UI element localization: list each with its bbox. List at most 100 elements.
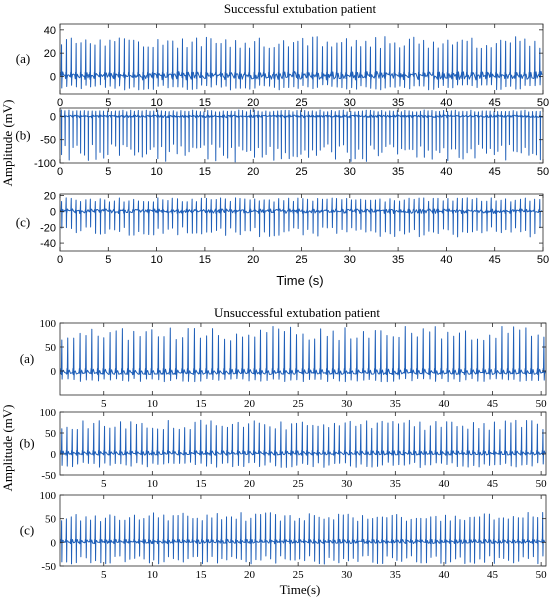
x-tick-label: 40: [438, 478, 450, 490]
panel-3: 0 5 10 15 20 25 30 35 40 45 50 -40 -20 0 20 (c): [16, 191, 549, 266]
y-tick-label: 100: [40, 407, 57, 419]
y-tick-label: 100: [40, 490, 57, 502]
y-tick-label: 100: [40, 318, 57, 330]
x-tick-label: 10: [147, 569, 159, 581]
axes-frame: [59, 23, 544, 95]
x-tick-label: 25: [295, 254, 307, 266]
ecg-signal-line: [60, 109, 543, 163]
ecg-signal-line: [60, 36, 543, 91]
y-tick-label: 0: [50, 72, 56, 84]
x-tick-label: 25: [293, 398, 305, 410]
y-tick-label: 50: [45, 514, 57, 526]
panel-label: (c): [20, 523, 34, 538]
x-tick-label: 0: [57, 97, 63, 109]
panel-5: 5 10 15 20 25 30 35 40 45 50 -50 0 50 100 (b): [19, 407, 547, 490]
bottom-y-axis-label: Amplitude (mV): [0, 404, 15, 491]
panel-label: (a): [16, 51, 30, 66]
bottom-x-axis-label: Time(s): [280, 582, 321, 597]
x-tick-label: 50: [537, 166, 549, 178]
axes-frame: [59, 193, 544, 252]
panel-1: 0 5 10 15 20 25 30 35 40 45 50 0 20 40 (a): [16, 23, 549, 109]
x-tick-label: 0: [57, 254, 63, 266]
x-tick-label: 30: [344, 97, 356, 109]
y-tick-label: 50: [45, 428, 57, 440]
y-tick-label: 50: [45, 342, 57, 354]
x-tick-label: 45: [487, 478, 499, 490]
x-tick-label: 25: [295, 166, 307, 178]
x-tick-label: 40: [440, 166, 452, 178]
x-tick-label: 35: [392, 166, 404, 178]
x-tick-label: 25: [293, 478, 305, 490]
y-tick-label: 0: [51, 537, 57, 549]
x-tick-label: 10: [147, 398, 159, 410]
x-tick-label: 5: [101, 398, 107, 410]
x-tick-label: 20: [244, 398, 256, 410]
y-tick-label: 0: [51, 366, 57, 378]
x-tick-label: 20: [247, 166, 259, 178]
y-tick-label: 0: [51, 449, 57, 461]
y-tick-label: 20: [44, 191, 56, 203]
y-tick-label: -100: [34, 158, 56, 170]
ecg-signal-line: [60, 326, 546, 383]
x-tick-label: 35: [392, 97, 404, 109]
y-tick-label: 20: [44, 48, 56, 60]
panel-4: 5 10 15 20 25 30 35 40 45 50 0 50 100 (a): [20, 318, 547, 410]
x-tick-label: 40: [438, 569, 450, 581]
x-tick-label: 5: [101, 478, 107, 490]
x-tick-label: 10: [150, 166, 162, 178]
top-y-axis-label: Amplitude (mV): [0, 99, 15, 186]
x-tick-label: 30: [344, 254, 356, 266]
y-tick-label: -50: [41, 561, 56, 573]
x-tick-label: 35: [392, 254, 404, 266]
x-tick-label: 35: [390, 569, 402, 581]
y-tick-label: 0: [50, 111, 56, 123]
x-tick-label: 10: [150, 254, 162, 266]
x-tick-label: 40: [440, 254, 452, 266]
x-tick-label: 20: [247, 97, 259, 109]
top-x-axis-label: Time (s): [276, 273, 323, 288]
x-tick-label: 50: [537, 254, 549, 266]
panel-label: (b): [15, 128, 30, 143]
x-tick-label: 15: [195, 569, 207, 581]
x-tick-label: 5: [105, 97, 111, 109]
y-tick-label: 0: [50, 206, 56, 218]
x-tick-label: 50: [536, 478, 548, 490]
x-tick-label: 25: [295, 97, 307, 109]
axes-frame: [59, 411, 547, 476]
x-tick-label: 25: [293, 569, 305, 581]
x-tick-label: 45: [489, 97, 501, 109]
x-tick-label: 30: [341, 569, 353, 581]
x-tick-label: 20: [244, 569, 256, 581]
x-tick-label: 30: [344, 166, 356, 178]
top-figure-title: Successful extubation patient: [224, 1, 377, 16]
x-tick-label: 40: [438, 398, 450, 410]
axes-frame: [59, 322, 547, 396]
ecg-signal-line: [60, 197, 543, 238]
x-tick-label: 10: [147, 478, 159, 490]
x-tick-label: 5: [105, 254, 111, 266]
x-tick-label: 10: [150, 97, 162, 109]
panel-2: 0 5 10 15 20 25 30 35 40 45 50 -100 -50 0 (b): [15, 107, 549, 178]
x-tick-label: 50: [536, 398, 548, 410]
bottom-figure-title: Unsuccessful extubation patient: [214, 305, 380, 320]
x-tick-label: 50: [537, 97, 549, 109]
panel-label: (c): [16, 215, 30, 230]
x-tick-label: 15: [199, 166, 211, 178]
y-tick-label: 40: [44, 25, 56, 37]
x-tick-label: 45: [487, 569, 499, 581]
ecg-signal-line: [60, 511, 546, 565]
x-tick-label: 45: [487, 398, 499, 410]
ecg-signal-line: [60, 419, 546, 469]
x-tick-label: 50: [536, 569, 548, 581]
panel-label: (b): [19, 436, 34, 451]
x-tick-label: 15: [199, 254, 211, 266]
x-tick-label: 5: [105, 166, 111, 178]
x-tick-label: 0: [57, 166, 63, 178]
x-tick-label: 30: [341, 478, 353, 490]
panel-6: 5 10 15 20 25 30 35 40 45 50 -50 0 50 100 (c): [20, 490, 547, 581]
y-tick-label: -40: [40, 238, 56, 250]
x-tick-label: 35: [390, 478, 402, 490]
x-tick-label: 5: [101, 569, 107, 581]
panel-label: (a): [20, 351, 34, 366]
